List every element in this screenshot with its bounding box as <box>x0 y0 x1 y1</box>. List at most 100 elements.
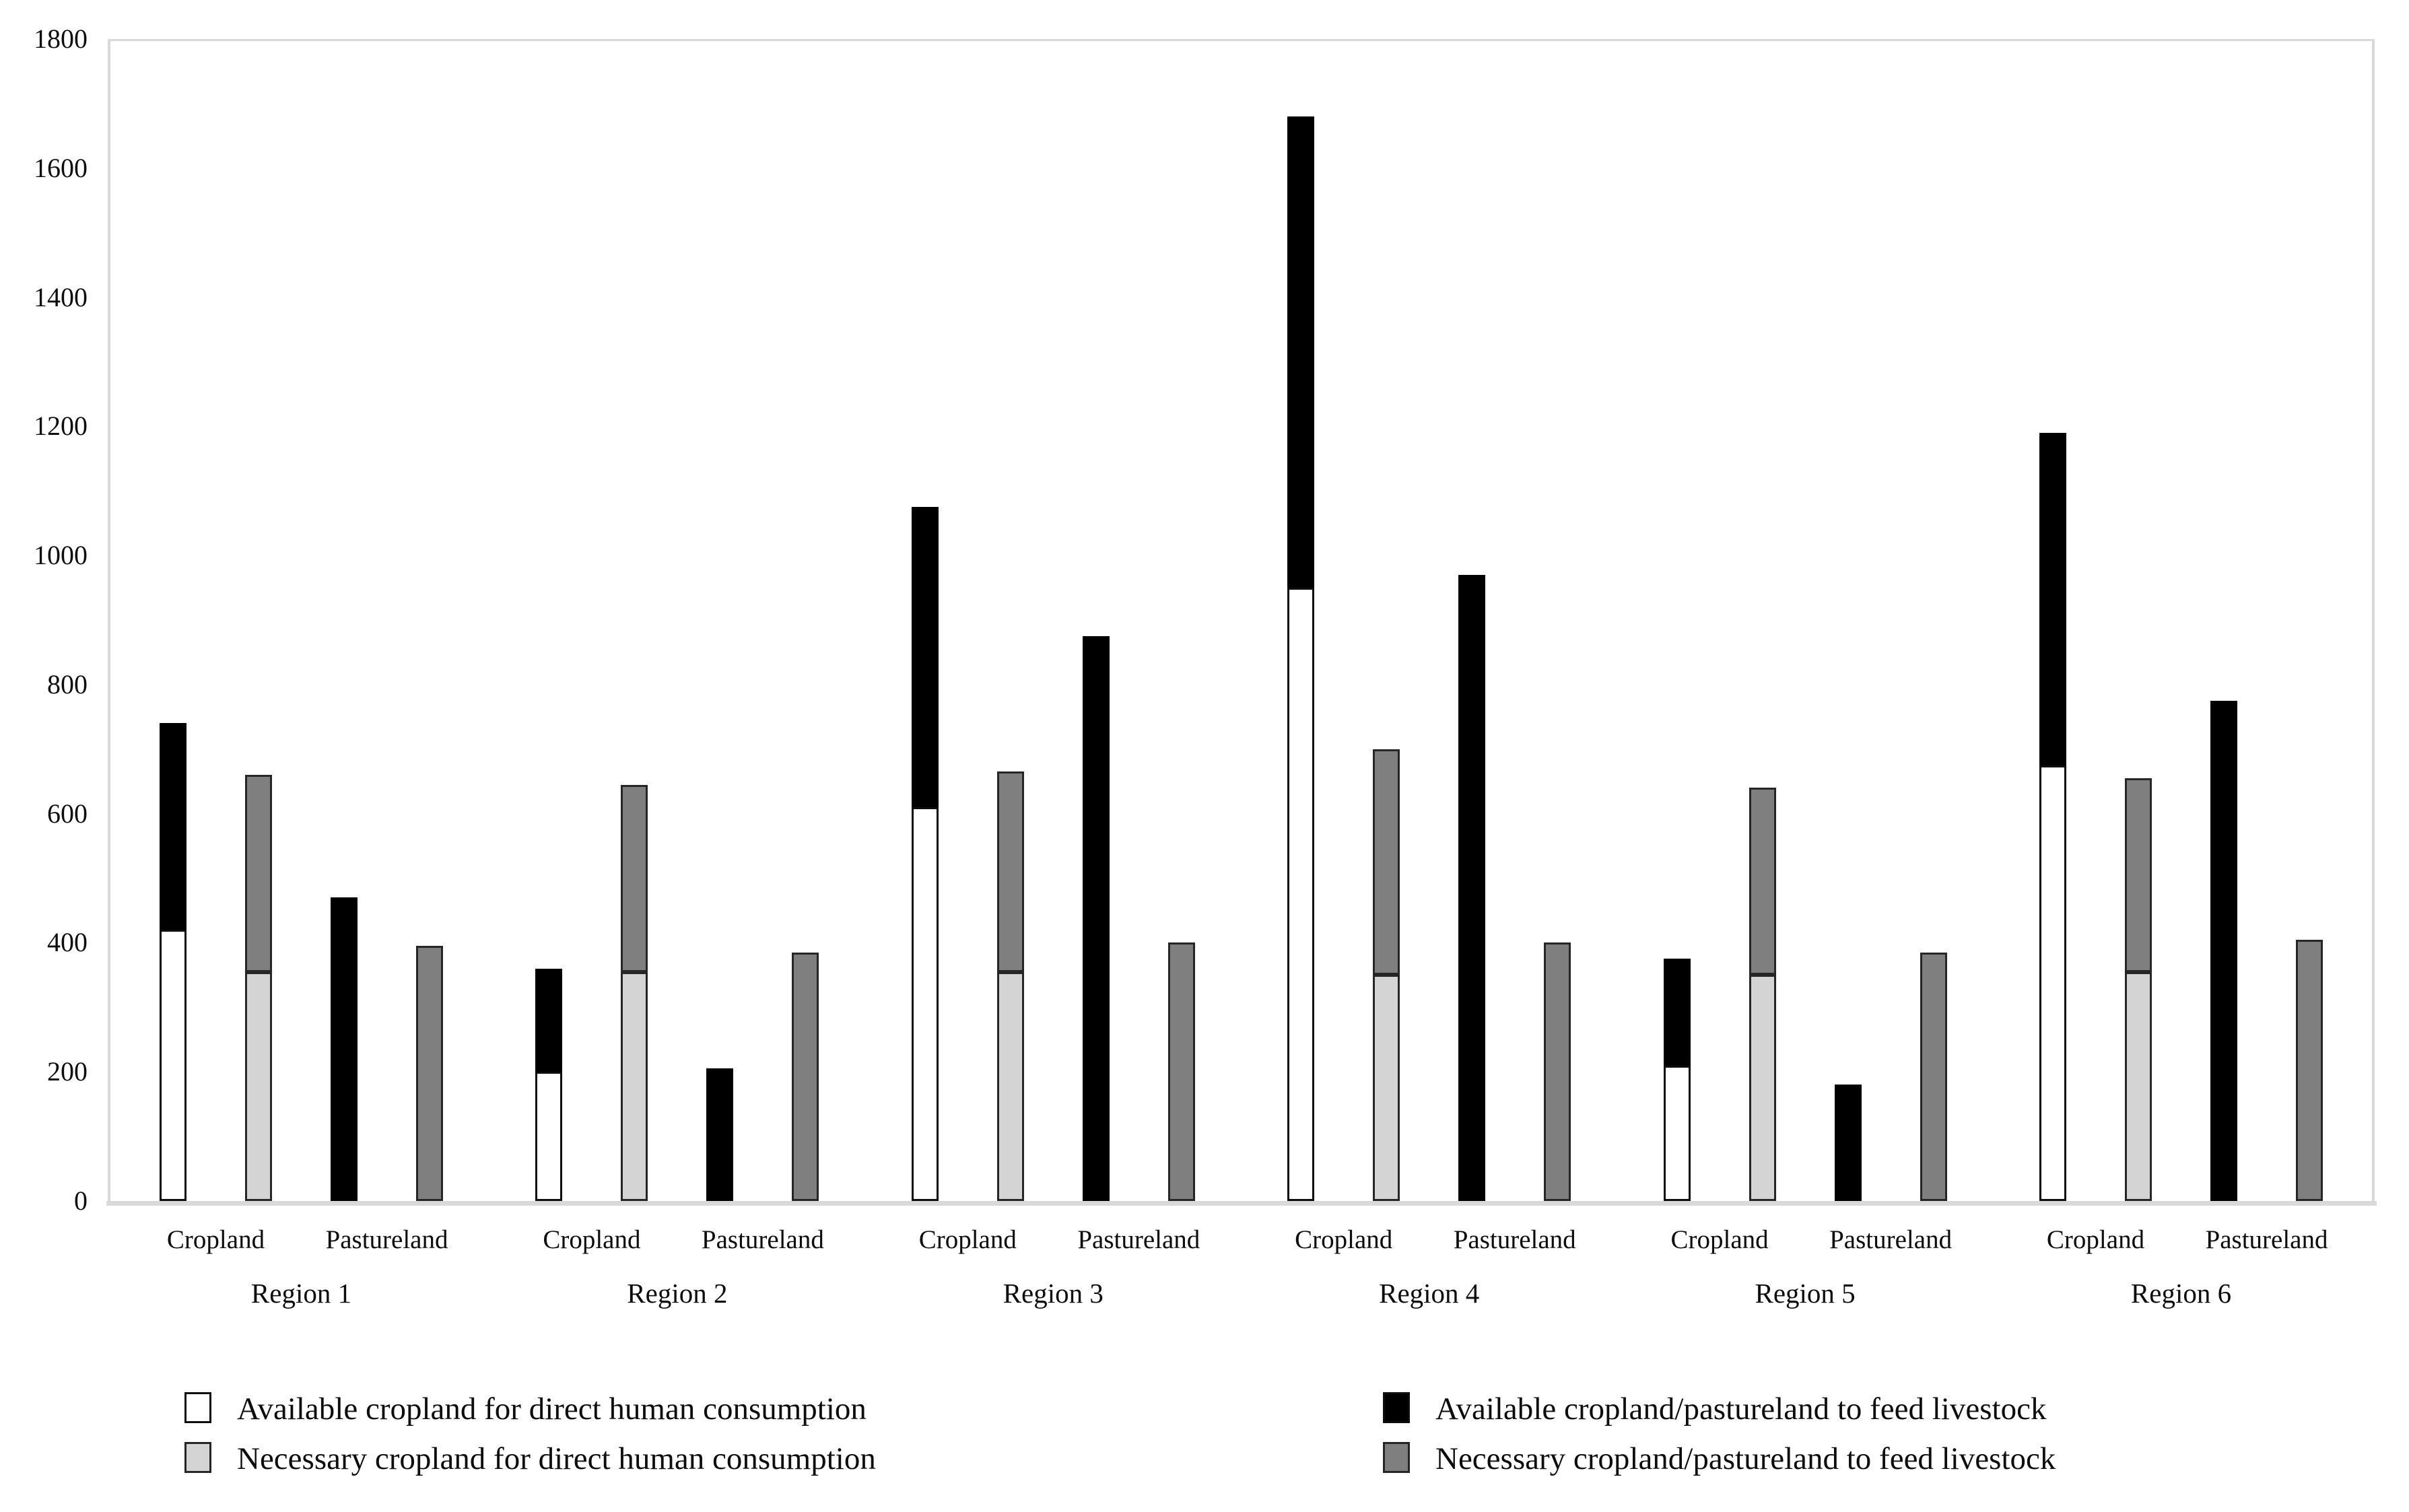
bar-region1-cropland-necessary-necessary-livestock-segment <box>245 775 272 972</box>
bar-region6-cropland-available-available-human-segment <box>2039 765 2066 1201</box>
bar-region6-pastureland-available-available-livestock-segment <box>2210 700 2237 1201</box>
legend-item-necessary-livestock: Necessary cropland/pastureland to feed l… <box>1383 1442 2056 1476</box>
legend-swatch-available-livestock <box>1383 1392 1410 1423</box>
y-tick-label-600: 600 <box>47 798 88 829</box>
x-label-pastureland-5: Pastureland <box>1829 1225 1953 1254</box>
x-label-region-3: Region 3 <box>1003 1278 1104 1309</box>
bar-region5-pastureland-necessary-necessary-livestock-segment <box>1920 952 1947 1201</box>
x-label-pastureland-2: Pastureland <box>701 1225 824 1254</box>
x-label-region-4: Region 4 <box>1379 1278 1480 1309</box>
bar-region6-cropland-necessary <box>2125 778 2152 1201</box>
bar-region5-pastureland-necessary <box>1920 952 1947 1201</box>
legend-label: Necessary cropland/pastureland to feed l… <box>1435 1441 2056 1476</box>
x-label-region-6: Region 6 <box>2130 1278 2232 1309</box>
bar-region6-cropland-available <box>2039 432 2066 1201</box>
bar-region5-cropland-available-available-human-segment <box>1663 1065 1691 1201</box>
bar-region1-pastureland-necessary-necessary-livestock-segment <box>416 946 443 1201</box>
bar-region2-pastureland-necessary-necessary-livestock-segment <box>792 952 819 1201</box>
x-label-region-2: Region 2 <box>627 1278 728 1309</box>
bar-region3-pastureland-necessary <box>1167 942 1195 1201</box>
bar-region4-pastureland-necessary <box>1544 942 1571 1201</box>
legend-label: Available cropland/pastureland to feed l… <box>1435 1391 2047 1427</box>
legend-item-available-human: Available cropland for direct human cons… <box>184 1392 867 1426</box>
bar-region6-cropland-necessary-necessary-human-segment <box>2125 971 2152 1201</box>
bar-region5-cropland-necessary-necessary-livestock-segment <box>1749 788 1776 975</box>
y-tick-label-400: 400 <box>47 927 88 958</box>
bar-region1-pastureland-available <box>331 897 358 1201</box>
bar-region5-pastureland-available-available-livestock-segment <box>1834 1085 1862 1201</box>
bar-region4-pastureland-available <box>1458 574 1486 1201</box>
bar-region3-cropland-available <box>911 507 939 1201</box>
legend-item-available-livestock: Available cropland/pastureland to feed l… <box>1383 1392 2046 1426</box>
bar-region2-cropland-necessary-necessary-livestock-segment <box>621 784 648 972</box>
bar-region2-cropland-necessary <box>621 784 648 1201</box>
plot-area <box>108 39 2375 1201</box>
bar-region4-pastureland-necessary-necessary-livestock-segment <box>1544 942 1571 1201</box>
x-label-cropland-1: Cropland <box>166 1225 265 1254</box>
bar-region2-cropland-available-available-livestock-segment <box>535 968 563 1072</box>
bar-region5-pastureland-available <box>1834 1085 1862 1201</box>
bar-region1-cropland-available-available-human-segment <box>160 930 186 1201</box>
x-label-cropland-3: Cropland <box>918 1225 1017 1254</box>
bar-region3-cropland-available-available-human-segment <box>911 807 939 1201</box>
bar-region2-pastureland-necessary <box>792 952 819 1201</box>
x-label-pastureland-6: Pastureland <box>2205 1225 2328 1254</box>
legend-label: Necessary cropland for direct human cons… <box>237 1441 876 1476</box>
bar-region6-pastureland-necessary <box>2296 939 2323 1201</box>
legend-swatch-necessary-human <box>184 1442 211 1473</box>
legend-swatch-necessary-livestock <box>1383 1442 1410 1473</box>
bar-region3-cropland-necessary-necessary-livestock-segment <box>996 771 1024 972</box>
x-label-pastureland-1: Pastureland <box>325 1225 448 1254</box>
bar-region4-cropland-available <box>1287 116 1315 1201</box>
y-tick-label-1800: 1800 <box>34 24 88 54</box>
x-axis-line <box>106 1201 2377 1206</box>
bar-region3-cropland-available-available-livestock-segment <box>911 507 939 808</box>
bar-region2-cropland-necessary-necessary-human-segment <box>621 971 648 1201</box>
bar-region5-cropland-available <box>1663 959 1691 1201</box>
x-label-cropland-4: Cropland <box>1295 1225 1393 1254</box>
x-label-region-5: Region 5 <box>1755 1278 1856 1309</box>
y-tick-label-0: 0 <box>74 1185 88 1216</box>
bar-region4-cropland-available-available-human-segment <box>1287 588 1315 1201</box>
y-tick-label-1000: 1000 <box>34 540 88 571</box>
y-tick-label-200: 200 <box>47 1056 88 1087</box>
bar-region4-pastureland-available-available-livestock-segment <box>1458 574 1486 1201</box>
bar-region3-cropland-necessary-necessary-human-segment <box>996 971 1024 1201</box>
x-label-region-1: Region 1 <box>250 1278 352 1309</box>
bar-region4-cropland-necessary-necessary-livestock-segment <box>1373 749 1400 975</box>
bar-region1-cropland-available-available-livestock-segment <box>160 723 186 930</box>
y-tick-label-1400: 1400 <box>34 281 88 312</box>
x-label-pastureland-4: Pastureland <box>1453 1225 1576 1254</box>
bar-region3-cropland-necessary <box>996 771 1024 1201</box>
x-label-pastureland-3: Pastureland <box>1077 1225 1200 1254</box>
x-label-cropland-5: Cropland <box>1670 1225 1769 1254</box>
bar-region1-pastureland-available-available-livestock-segment <box>331 897 358 1201</box>
bar-region3-pastureland-available <box>1082 635 1110 1201</box>
bar-region3-pastureland-necessary-necessary-livestock-segment <box>1167 942 1195 1201</box>
bar-region1-cropland-available <box>160 723 186 1201</box>
bar-region6-cropland-available-available-livestock-segment <box>2039 432 2066 765</box>
bar-region2-pastureland-available-available-livestock-segment <box>706 1068 734 1201</box>
bar-region1-cropland-necessary <box>245 775 272 1201</box>
legend-label: Available cropland for direct human cons… <box>237 1391 867 1427</box>
bar-region2-cropland-available <box>535 968 563 1201</box>
y-tick-label-1200: 1200 <box>34 411 88 442</box>
bar-region6-cropland-necessary-necessary-livestock-segment <box>2125 778 2152 972</box>
bar-region5-cropland-necessary <box>1749 788 1776 1201</box>
bar-region4-cropland-necessary-necessary-human-segment <box>1373 975 1400 1201</box>
x-label-cropland-2: Cropland <box>543 1225 641 1254</box>
bar-region6-pastureland-necessary-necessary-livestock-segment <box>2296 939 2323 1201</box>
bar-region4-cropland-available-available-livestock-segment <box>1287 116 1315 588</box>
bar-region1-cropland-necessary-necessary-human-segment <box>245 971 272 1201</box>
bar-region4-cropland-necessary <box>1373 749 1400 1201</box>
x-label-cropland-6: Cropland <box>2046 1225 2145 1254</box>
legend-item-necessary-human: Necessary cropland for direct human cons… <box>184 1442 876 1476</box>
bar-region5-cropland-available-available-livestock-segment <box>1663 959 1691 1066</box>
y-tick-label-1600: 1600 <box>34 152 88 183</box>
bar-region3-pastureland-available-available-livestock-segment <box>1082 635 1110 1201</box>
bar-region1-pastureland-necessary <box>416 946 443 1201</box>
legend-swatch-available-human <box>184 1392 211 1423</box>
bar-region2-cropland-available-available-human-segment <box>535 1072 563 1201</box>
bar-region6-pastureland-available <box>2210 700 2237 1201</box>
